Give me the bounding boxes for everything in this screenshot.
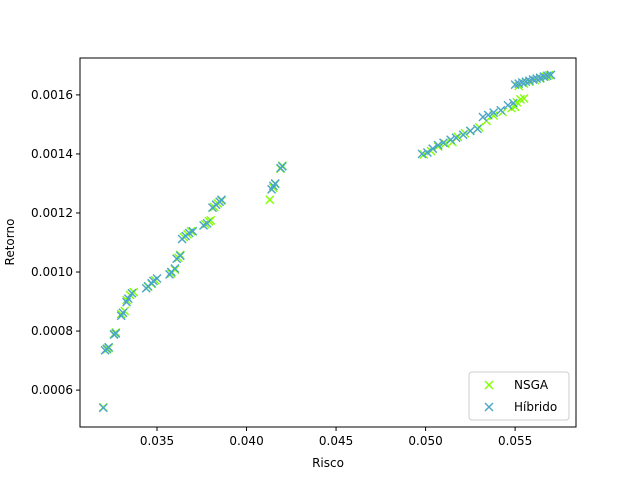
data-point [473,124,483,134]
data-point [428,144,438,154]
data-point [417,149,427,159]
data-point [170,263,180,273]
y-axis-label: Retorno [3,219,17,266]
data-point [503,100,513,110]
data-point [446,135,456,145]
data-point [277,161,287,171]
x-tick-label: 0.035 [140,434,174,448]
y-tick-label: 0.0016 [31,88,73,102]
data-point [458,130,468,140]
data-point [422,147,432,157]
data-point [438,138,448,148]
data-point [270,178,280,188]
y-tick-label: 0.0010 [31,265,73,279]
plot-frame [79,57,577,428]
data-points [98,70,556,413]
data-point [465,126,475,136]
data-point [478,112,488,122]
y-tick-label: 0.0014 [31,147,73,161]
x-tick-label: 0.045 [319,434,353,448]
y-tick-label: 0.0008 [31,324,73,338]
data-point [508,98,518,108]
data-point [451,133,461,143]
data-point [519,93,529,103]
legend: NSGA Híbrido [468,371,570,421]
legend-label: Híbrido [514,400,557,414]
data-point [496,105,506,115]
data-point [433,140,443,150]
data-point [489,108,499,118]
legend-marker [484,380,494,390]
legend-marker [484,402,494,412]
data-point [433,142,443,152]
x-axis-label: Risco [312,456,344,470]
data-point [98,403,108,413]
data-point [544,70,554,80]
legend-label: NSGA [514,378,549,392]
x-tick-label: 0.055 [498,434,532,448]
data-point [152,274,162,284]
data-point [175,251,185,261]
data-point [202,218,212,228]
x-axis-ticks: 0.035 0.040 0.045 0.050 0.055 [140,427,532,448]
y-tick-label: 0.0012 [31,206,73,220]
data-point [546,70,556,80]
x-tick-label: 0.050 [408,434,442,448]
data-point [265,195,275,205]
y-axis-ticks: 0.0006 0.0008 0.0010 0.0012 0.0014 0.0016 [31,88,80,397]
data-point [111,328,121,338]
data-point [104,342,114,352]
x-tick-label: 0.040 [229,434,263,448]
plot-area [80,58,576,427]
data-point [123,294,133,304]
data-point [127,288,137,298]
data-point [216,195,226,205]
y-tick-label: 0.0006 [31,383,73,397]
data-point [188,226,198,236]
series-hibrido [98,70,556,413]
data-point [118,308,128,318]
data-point [483,110,493,120]
legend-frame [468,371,570,421]
